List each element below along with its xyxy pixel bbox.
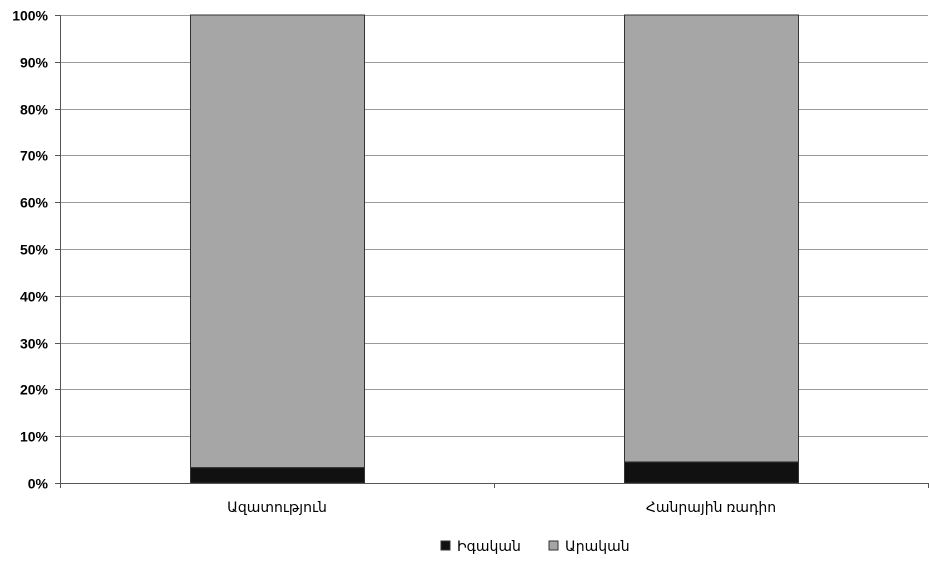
bar-segment [625,15,799,462]
bar-segment [625,462,799,483]
legend-swatch [441,541,450,550]
y-tick-label: 30% [20,336,49,352]
x-category-labels: Ազատություն Հանրային ռադիո [227,499,776,515]
y-tick-label: 20% [20,382,49,398]
x-category-label: Հանրային ռադիո [646,499,776,515]
y-tick-label: 10% [20,429,49,445]
y-tick-label: 50% [20,242,49,258]
legend: Իգական Արական [441,538,630,554]
y-tick-label: 90% [20,55,49,71]
y-tick-labels: 0% 10% 20% 30% 40% 50% 60% 70% 80% 90% 100% [12,8,48,492]
bar-segment [191,468,365,483]
x-category-label: Ազատություն [227,499,327,515]
y-tick-label: 0% [28,476,49,492]
legend-swatch [549,541,558,550]
y-tick-label: 80% [20,102,49,118]
legend-label: Արական [565,538,630,554]
y-tick-label: 60% [20,195,49,211]
bar-segment [191,15,365,468]
y-tick-label: 40% [20,289,49,305]
legend-label: Իգական [457,538,521,554]
y-tick-label: 100% [12,8,48,24]
y-tick-label: 70% [20,148,49,164]
